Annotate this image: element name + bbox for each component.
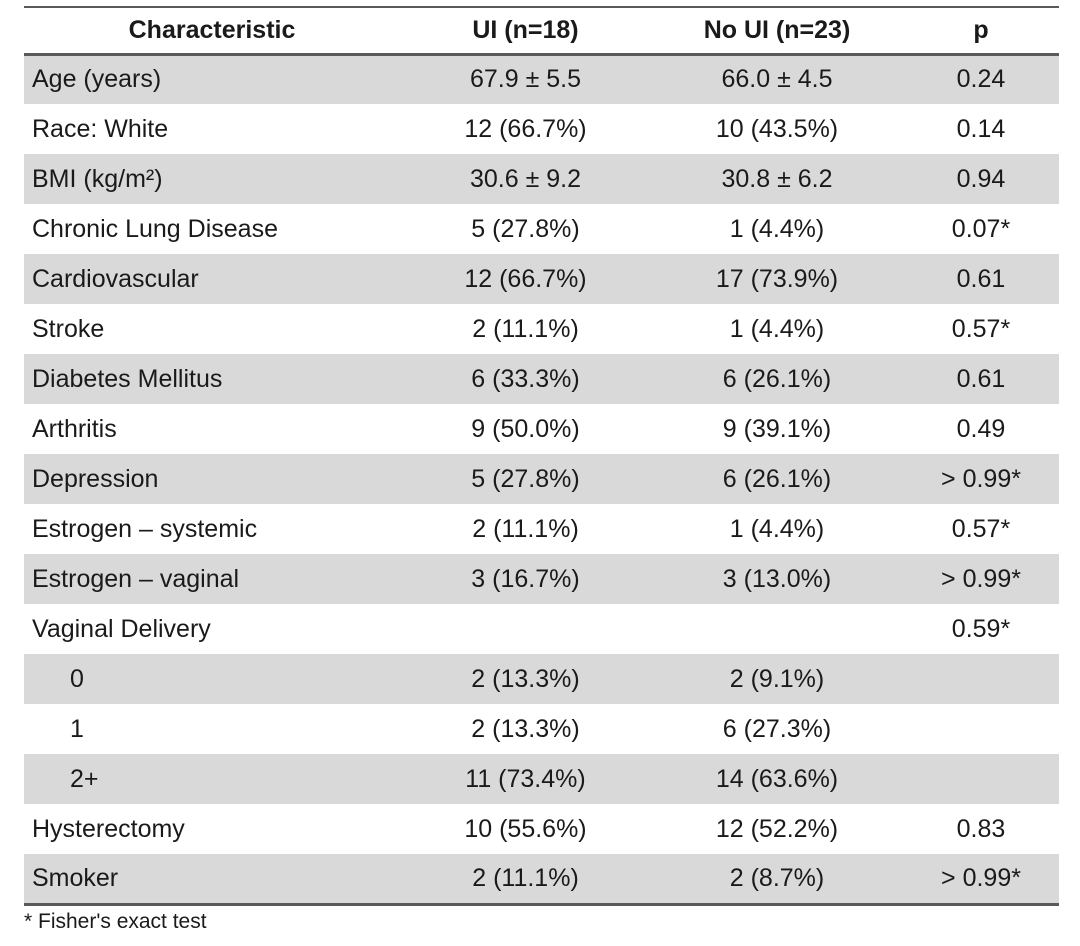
cell-characteristic: Arthritis — [32, 414, 117, 443]
cell-no-ui: 3 (13.0%) — [722, 564, 832, 593]
cell-no-ui: 1 (4.4%) — [729, 214, 825, 243]
cell-no-ui: 66.0 ± 4.5 — [721, 65, 833, 94]
cell-p-value: > 0.99* — [941, 464, 1021, 493]
cell-p-value: 0.83 — [956, 814, 1006, 843]
table-row: Estrogen – vaginal 3 (16.7%) 3 (13.0%) > 0.… — [24, 554, 1059, 604]
header-row: Characteristic UI (n=18) No UI (n=23) p — [24, 7, 1059, 54]
table-body: Age (years) 67.9 ± 5.5 66.0 ± 4.5 0.24 Race:… — [24, 54, 1059, 904]
cell-characteristic: Stroke — [32, 314, 105, 343]
cell-p-value: > 0.99* — [941, 863, 1021, 892]
cell-p-value: 0.59* — [951, 614, 1011, 643]
characteristics-table: Characteristic UI (n=18) No UI (n=23) p … — [24, 6, 1059, 906]
cell-no-ui: 6 (26.1%) — [722, 464, 832, 493]
cell-characteristic: Smoker — [32, 863, 119, 892]
cell-ui: 10 (55.6%) — [464, 814, 587, 843]
cell-p-value: 0.07* — [951, 214, 1011, 243]
table-row: Cardiovascular 12 (66.7%) 17 (73.9%) 0.61 — [24, 254, 1059, 304]
table-header: Characteristic UI (n=18) No UI (n=23) p — [24, 7, 1059, 54]
table-row: Stroke 2 (11.1%) 1 (4.4%) 0.57* — [24, 304, 1059, 354]
cell-ui: 2 (13.3%) — [471, 664, 580, 693]
cell-p-value: 0.57* — [951, 314, 1011, 343]
table-row: 2+ 11 (73.4%) 14 (63.6%) — [24, 754, 1059, 804]
footnote: * Fisher's exact test — [24, 910, 207, 933]
table-row: Chronic Lung Disease 5 (27.8%) 1 (4.4%) 0.0… — [24, 204, 1059, 254]
cell-characteristic: Hysterectomy — [32, 814, 185, 843]
cell-p-value: 0.14 — [956, 114, 1006, 143]
table-row: 0 2 (13.3%) 2 (9.1%) — [24, 654, 1059, 704]
cell-characteristic: Estrogen – vaginal — [32, 564, 240, 593]
cell-p-value: 0.61 — [956, 364, 1006, 393]
cell-p-value: 0.24 — [956, 65, 1006, 94]
cell-no-ui: 6 (26.1%) — [722, 364, 832, 393]
cell-characteristic: Diabetes Mellitus — [32, 364, 223, 393]
cell-characteristic: 2+ — [70, 764, 99, 793]
cell-ui: 2 (11.1%) — [472, 863, 579, 892]
cell-ui: 30.6 ± 9.2 — [469, 164, 582, 193]
cell-no-ui: 2 (8.7%) — [729, 863, 825, 892]
cell-ui: 67.9 ± 5.5 — [469, 65, 582, 94]
table-row: Hysterectomy 10 (55.6%) 12 (52.2%) 0.83 — [24, 804, 1059, 854]
cell-ui: 6 (33.3%) — [471, 364, 580, 393]
cell-no-ui: 10 (43.5%) — [715, 114, 839, 143]
cell-p-value: > 0.99* — [941, 564, 1021, 593]
table-row: Arthritis 9 (50.0%) 9 (39.1%) 0.49 — [24, 404, 1059, 454]
table-row: Age (years) 67.9 ± 5.5 66.0 ± 4.5 0.24 — [24, 54, 1059, 104]
cell-ui: 12 (66.7%) — [464, 114, 587, 143]
cell-ui: 2 (11.1%) — [472, 514, 579, 543]
cell-ui — [400, 604, 651, 654]
cell-ui: 2 (13.3%) — [471, 714, 580, 743]
cell-ui: 11 (73.4%) — [465, 764, 586, 793]
cell-p-value — [903, 754, 1059, 804]
cell-ui: 5 (27.8%) — [471, 464, 580, 493]
table-row: 1 2 (13.3%) 6 (27.3%) — [24, 704, 1059, 754]
cell-no-ui: 1 (4.4%) — [729, 514, 825, 543]
table-row: Estrogen – systemic 2 (11.1%) 1 (4.4%) 0.57… — [24, 504, 1059, 554]
cell-no-ui: 9 (39.1%) — [722, 414, 832, 443]
cell-no-ui: 12 (52.2%) — [715, 814, 839, 843]
header-ui: UI (n=18) — [472, 15, 579, 44]
cell-no-ui: 14 (63.6%) — [715, 764, 839, 793]
table-row: Race: White 12 (66.7%) 10 (43.5%) 0.14 — [24, 104, 1059, 154]
header-no-ui: No UI (n=23) — [703, 15, 851, 44]
cell-ui: 2 (11.1%) — [472, 314, 579, 343]
table-row: Diabetes Mellitus 6 (33.3%) 6 (26.1%) 0.61 — [24, 354, 1059, 404]
cell-no-ui: 30.8 ± 6.2 — [721, 164, 833, 193]
table-row: Vaginal Delivery 0.59* — [24, 604, 1059, 654]
cell-characteristic: Age (years) — [32, 65, 162, 94]
cell-characteristic: Estrogen – systemic — [32, 514, 258, 543]
cell-p-value — [903, 704, 1059, 754]
header-p: p — [973, 15, 989, 44]
cell-characteristic: BMI (kg/m²) — [32, 164, 163, 193]
cell-characteristic: Cardiovascular — [32, 264, 199, 293]
cell-no-ui: 1 (4.4%) — [729, 314, 825, 343]
cell-ui: 3 (16.7%) — [471, 564, 580, 593]
header-characteristic: Characteristic — [128, 15, 296, 44]
cell-no-ui: 2 (9.1%) — [729, 664, 825, 693]
table-row: Smoker 2 (11.1%) 2 (8.7%) > 0.99* — [24, 854, 1059, 904]
characteristics-table-wrapper: Characteristic UI (n=18) No UI (n=23) p … — [24, 6, 1059, 906]
cell-p-value: 0.61 — [956, 264, 1006, 293]
cell-no-ui: 6 (27.3%) — [722, 714, 832, 743]
cell-p-value: 0.57* — [951, 514, 1011, 543]
cell-no-ui — [651, 604, 903, 654]
cell-p-value: 0.49 — [956, 414, 1006, 443]
cell-ui: 5 (27.8%) — [471, 214, 580, 243]
cell-ui: 12 (66.7%) — [464, 264, 587, 293]
cell-p-value — [903, 654, 1059, 704]
cell-characteristic: Vaginal Delivery — [32, 614, 211, 643]
cell-characteristic: 1 — [70, 714, 84, 743]
cell-no-ui: 17 (73.9%) — [715, 264, 839, 293]
cell-characteristic: 0 — [70, 664, 84, 693]
cell-p-value: 0.94 — [956, 164, 1006, 193]
cell-characteristic: Depression — [32, 464, 159, 493]
cell-characteristic: Chronic Lung Disease — [32, 214, 278, 243]
cell-characteristic: Race: White — [32, 114, 169, 143]
table-row: BMI (kg/m²) 30.6 ± 9.2 30.8 ± 6.2 0.94 — [24, 154, 1059, 204]
table-row: Depression 5 (27.8%) 6 (26.1%) > 0.99* — [24, 454, 1059, 504]
cell-ui: 9 (50.0%) — [471, 414, 580, 443]
